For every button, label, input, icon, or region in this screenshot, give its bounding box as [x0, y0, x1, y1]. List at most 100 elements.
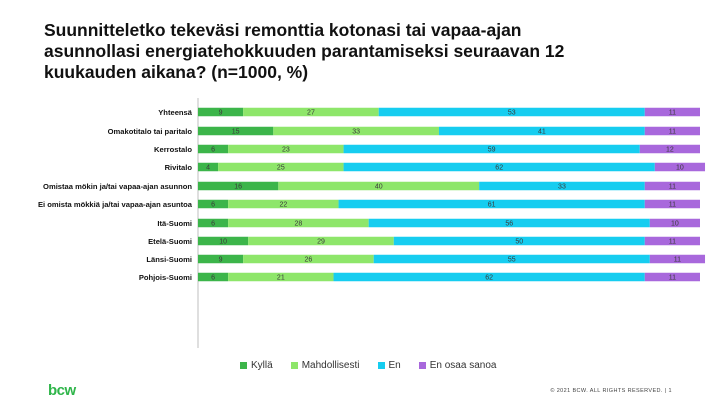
legend-swatch [377, 362, 385, 369]
copyright-text: © 2021 BCW. ALL RIGHTS RESERVED. | 1 [550, 388, 672, 394]
legend-item: Kyllä [240, 360, 273, 371]
bar-segment [393, 236, 645, 246]
category-label: Yhteensä [158, 108, 193, 117]
bar-segment [644, 199, 700, 209]
data-label: 10 [671, 221, 679, 228]
bar-segment [378, 107, 645, 117]
data-label: 33 [558, 184, 566, 191]
legend-swatch [290, 362, 298, 369]
legend-label: Kyllä [251, 360, 273, 371]
bar-segment [639, 144, 700, 154]
data-label: 11 [669, 275, 676, 282]
bar-segment [333, 272, 645, 282]
data-label: 23 [282, 147, 290, 154]
bar-segment [198, 236, 249, 246]
bar-segment [644, 107, 700, 117]
data-label: 11 [674, 257, 681, 264]
data-label: 28 [295, 221, 303, 228]
bar-segment [228, 272, 334, 282]
category-label: Omakotitalo tai paritalo [108, 127, 193, 136]
data-label: 53 [508, 110, 516, 117]
legend-item: En [377, 360, 401, 371]
data-label: 12 [666, 147, 674, 154]
data-label: 6 [211, 221, 215, 228]
bar-segment [373, 254, 650, 264]
chart-title: Suunnitteletko tekeväsi remonttia kotona… [44, 20, 565, 82]
data-label: 22 [279, 202, 287, 209]
bar-segment [649, 254, 706, 264]
bar-segment [343, 144, 640, 154]
data-label: 21 [277, 275, 285, 282]
legend-label: En osaa sanoa [429, 360, 497, 371]
legend-item: Mahdollisesti [290, 360, 360, 371]
data-label: 27 [307, 110, 315, 117]
data-label: 29 [317, 239, 325, 246]
category-label: Ei omista mökkiä ja/tai vapaa-ajan asunt… [38, 200, 193, 209]
data-label: 11 [669, 110, 676, 117]
data-label: 9 [219, 257, 223, 264]
category-label: Kerrostalo [154, 145, 192, 154]
bar-segment [198, 254, 244, 264]
bar-segment [338, 199, 645, 209]
data-label: 10 [676, 165, 684, 172]
bar-segment [273, 126, 439, 136]
legend-swatch [240, 362, 247, 369]
bar-segment [644, 236, 700, 246]
bar-segment [243, 107, 379, 117]
data-label: 59 [488, 147, 496, 154]
bcw-logo: bcw [48, 382, 76, 399]
legend-item: En osaa sanoa [418, 360, 497, 371]
bar-segment [228, 199, 339, 209]
data-label: 62 [495, 165, 503, 172]
category-label: Pohjois-Suomi [139, 273, 192, 282]
data-label: 55 [508, 257, 516, 264]
bar-segment [198, 107, 244, 117]
category-label: Etelä-Suomi [148, 237, 192, 246]
category-label: Omistaa mökin ja/tai vapaa-ajan asunnon [43, 182, 192, 191]
bar-segment [278, 181, 480, 191]
bar-segment [198, 218, 229, 228]
data-label: 6 [211, 147, 215, 154]
data-label: 11 [669, 184, 676, 191]
data-label: 33 [352, 129, 360, 136]
bar-segment [228, 144, 344, 154]
bar-segment [248, 236, 394, 246]
data-label: 11 [669, 129, 676, 136]
data-label: 6 [211, 275, 215, 282]
data-label: 6 [211, 202, 215, 209]
bar-segment [198, 272, 229, 282]
bar-segment [198, 181, 279, 191]
bar-segment [654, 162, 706, 172]
category-label: Länsi-Suomi [146, 255, 192, 264]
category-label: Itä-Suomi [157, 219, 192, 228]
data-label: 61 [488, 202, 496, 209]
chart-legend: Kyllä Mahdollisesti En En osaa sanoa [240, 360, 496, 371]
bar-segment [243, 254, 374, 264]
bar-segment [368, 218, 650, 228]
bar-segment [479, 181, 645, 191]
bar-segment [438, 126, 645, 136]
data-label: 26 [305, 257, 313, 264]
bar-segment [644, 126, 700, 136]
data-label: 4 [206, 165, 210, 172]
bar-segment [198, 162, 219, 172]
bar-segment [198, 199, 229, 209]
data-label: 11 [669, 202, 676, 209]
bar-segment [649, 218, 700, 228]
bar-segment [218, 162, 344, 172]
category-label: Rivitalo [165, 163, 193, 172]
data-label: 11 [669, 239, 676, 246]
data-label: 41 [538, 129, 546, 136]
bar-segment [198, 126, 274, 136]
bar-segment [198, 144, 229, 154]
legend-swatch [418, 362, 426, 369]
data-label: 25 [277, 165, 285, 172]
data-label: 16 [234, 184, 242, 191]
data-label: 50 [515, 239, 523, 246]
legend-label: Mahdollisesti [301, 360, 360, 371]
legend-label: En [388, 360, 401, 371]
bar-segment [343, 162, 655, 172]
data-label: 56 [505, 221, 513, 228]
data-label: 9 [219, 110, 223, 117]
